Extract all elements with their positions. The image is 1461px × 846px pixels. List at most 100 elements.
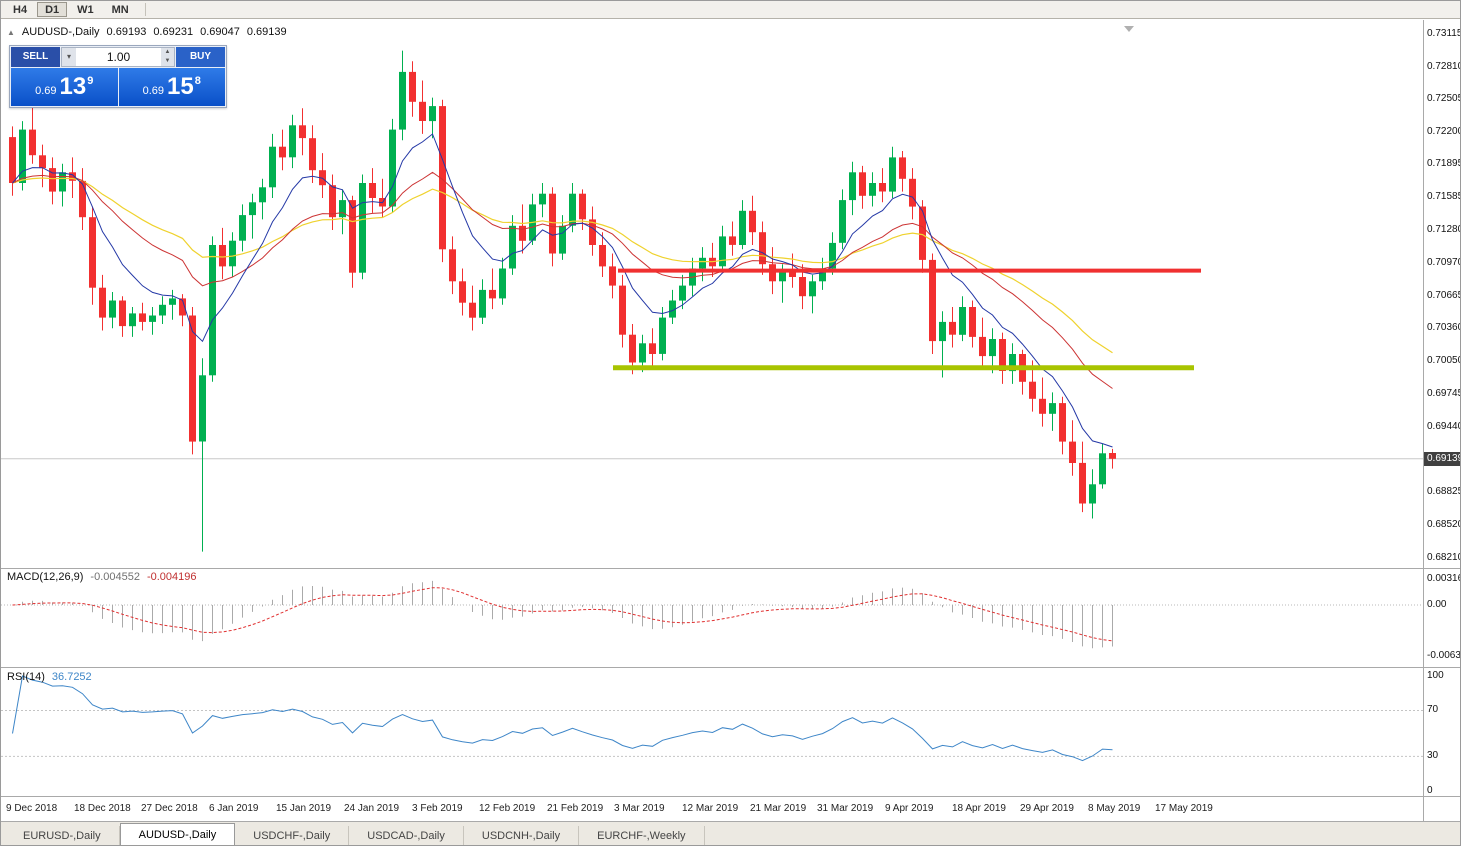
panel-splitter-macd[interactable] [1,568,1460,569]
macd-main-value: -0.004552 [90,571,140,583]
sell-price-pip: 9 [87,75,94,87]
time-axis-separator [1,796,1460,797]
price-scale-label: 0.68520 [1427,519,1461,530]
bottom-tab-usdcad[interactable]: USDCAD-,Daily [349,826,464,845]
ohlc-close: 0.69139 [246,26,287,38]
price-scale-label: 0.70970 [1427,257,1461,268]
chart-shift-marker-icon [1124,26,1134,32]
ma-fast-line [12,133,1113,448]
date-label: 24 Jan 2019 [344,803,400,814]
one-click-trading-panel: SELL ▾ 1.00 ▲ ▼ BUY 0.69 13 9 0.69 15 8 [9,45,227,108]
sell-button[interactable]: SELL [11,47,60,67]
chart-tab-bar: EURUSD-,Daily AUDUSD-,Daily USDCHF-,Daily U… [1,821,1460,845]
buy-price-big: 15 [167,73,194,100]
price-scale-label: 0.68210 [1427,552,1461,563]
buy-price-prefix: 0.69 [142,85,165,97]
rsi-scale-label: 0 [1427,785,1433,796]
volume-control[interactable]: ▾ 1.00 ▲ ▼ [61,47,175,67]
buy-price-button[interactable]: 0.69 15 8 [118,68,225,106]
volume-dropdown-icon[interactable]: ▾ [62,48,76,66]
price-scale-label: 0.72505 [1427,93,1461,104]
date-label: 31 Mar 2019 [817,803,874,814]
rsi-scale-label: 100 [1427,670,1444,681]
period-button-mn[interactable]: MN [104,2,137,17]
ma-medium-line [12,171,1113,389]
price-scale[interactable]: 0.73115 0.72810 0.72505 0.72200 0.71895 0.715… [1424,20,1461,821]
ma-slow-line [12,177,1113,354]
date-label: 9 Dec 2018 [6,803,58,814]
period-button-h4[interactable]: H4 [5,2,35,17]
period-toolbar: H4 D1 W1 MN [1,1,1460,19]
scale-separator [1423,20,1424,821]
date-label: 15 Jan 2019 [276,803,332,814]
date-label: 21 Feb 2019 [547,803,604,814]
date-label: 18 Dec 2018 [74,803,131,814]
rsi-scale-label: 70 [1427,704,1439,715]
rsi-indicator-label: RSI(14) 36.7252 [7,671,92,683]
spinner-up-icon[interactable]: ▲ [164,49,171,55]
ohlc-low: 0.69047 [200,26,240,38]
date-label: 12 Feb 2019 [479,803,536,814]
date-label: 12 Mar 2019 [682,803,739,814]
chart-header: ▲ AUDUSD-,Daily 0.69193 0.69231 0.69047 … [7,26,287,38]
price-scale-label: 0.70665 [1427,290,1461,301]
chart-canvas[interactable] [1,20,1423,821]
date-label: 3 Mar 2019 [614,803,665,814]
date-label: 29 Apr 2019 [1020,803,1074,814]
price-scale-label: 0.73115 [1427,28,1461,39]
macd-signal-line [12,587,1113,642]
macd-scale-label: 0.003164 [1427,573,1460,584]
bottom-tab-usdcnh[interactable]: USDCNH-,Daily [464,826,580,845]
rsi-value: 36.7252 [51,671,92,683]
rsi-scale-label: 30 [1427,750,1439,761]
date-label: 21 Mar 2019 [750,803,807,814]
panel-splitter-rsi[interactable] [1,667,1460,668]
date-label: 6 Jan 2019 [209,803,259,814]
volume-spinner[interactable]: ▲ ▼ [161,48,174,66]
current-price-badge: 0.69139 [1424,452,1460,466]
buy-button[interactable]: BUY [176,47,225,67]
bottom-tab-eurusd[interactable]: EURUSD-,Daily [5,826,120,845]
macd-indicator-label: MACD(12,26,9) -0.004552 -0.004196 [7,571,197,583]
volume-value[interactable]: 1.00 [106,50,131,64]
price-scale-label: 0.71895 [1427,158,1461,169]
date-label: 9 Apr 2019 [885,803,934,814]
price-scale-label: 0.71280 [1427,224,1461,235]
date-label: 8 May 2019 [1088,803,1141,814]
macd-scale-label: 0.00 [1427,599,1447,610]
rsi-line [12,675,1113,762]
price-scale-label: 0.69745 [1427,388,1461,399]
price-scale-label: 0.69440 [1427,421,1461,432]
sell-price-big: 13 [59,73,87,100]
price-scale-label: 0.71585 [1427,191,1461,202]
macd-signal-value: -0.004196 [146,571,197,583]
price-scale-label: 0.70050 [1427,355,1461,366]
period-button-d1[interactable]: D1 [37,2,68,17]
period-button-w1[interactable]: W1 [69,2,102,17]
spinner-down-icon[interactable]: ▼ [164,58,171,64]
ohlc-open: 0.69193 [106,26,147,38]
date-label: 17 May 2019 [1155,803,1213,814]
rsi-name: RSI(14) [7,671,45,683]
toolbar-separator [144,3,146,16]
macd-name: MACD(12,26,9) [7,571,84,583]
symbol-title: AUDUSD-,Daily [21,26,100,38]
macd-histogram [22,580,1113,649]
collapse-arrow-icon[interactable]: ▲ [7,27,15,37]
buy-price-pip: 8 [194,75,201,87]
sell-price-prefix: 0.69 [35,85,57,97]
bottom-tab-usdchf[interactable]: USDCHF-,Daily [235,826,350,845]
price-scale-label: 0.68825 [1427,486,1461,497]
bottom-tab-audusd[interactable]: AUDUSD-,Daily [119,823,236,845]
sell-price-button[interactable]: 0.69 13 9 [11,68,118,106]
date-label: 27 Dec 2018 [141,803,198,814]
candlestick-series [9,50,1116,552]
ohlc-high: 0.69231 [153,26,194,38]
price-scale-label: 0.70360 [1427,322,1461,333]
bottom-tab-eurchf[interactable]: EURCHF-,Weekly [579,826,705,845]
macd-scale-label: -0.006317 [1427,650,1461,661]
time-axis[interactable]: 9 Dec 2018 18 Dec 2018 27 Dec 2018 6 Jan 20… [1,797,1423,821]
date-label: 18 Apr 2019 [952,803,1006,814]
date-label: 3 Feb 2019 [412,803,463,814]
